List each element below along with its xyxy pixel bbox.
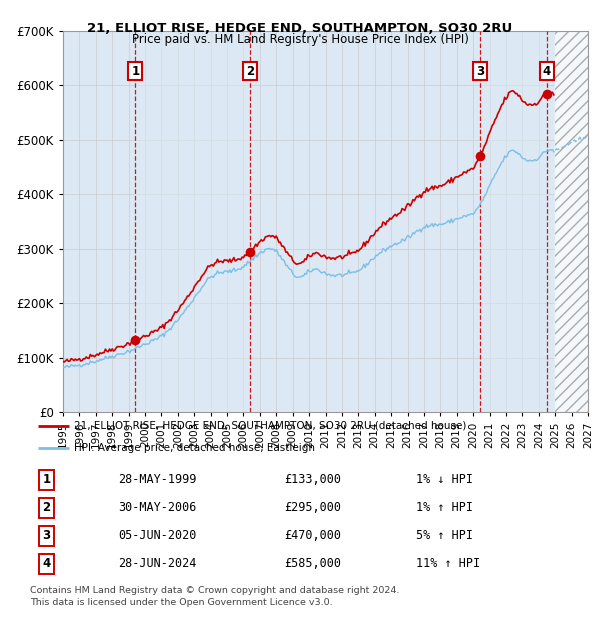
Text: 2: 2 [246, 64, 254, 78]
Text: 2: 2 [43, 502, 50, 515]
Text: This data is licensed under the Open Government Licence v3.0.: This data is licensed under the Open Gov… [30, 598, 332, 608]
Text: 1% ↑ HPI: 1% ↑ HPI [416, 502, 473, 515]
Text: 1: 1 [43, 474, 50, 487]
Text: HPI: Average price, detached house, Eastleigh: HPI: Average price, detached house, East… [74, 443, 315, 453]
Text: 11% ↑ HPI: 11% ↑ HPI [416, 557, 481, 570]
Text: 4: 4 [542, 64, 551, 78]
Text: 5% ↑ HPI: 5% ↑ HPI [416, 529, 473, 542]
Text: 28-MAY-1999: 28-MAY-1999 [118, 474, 197, 487]
Text: 1% ↓ HPI: 1% ↓ HPI [416, 474, 473, 487]
Text: 3: 3 [476, 64, 484, 78]
Bar [555, 31, 588, 412]
Text: £133,000: £133,000 [284, 474, 341, 487]
Text: 3: 3 [43, 529, 50, 542]
Text: 21, ELLIOT RISE, HEDGE END, SOUTHAMPTON, SO30 2RU (detached house): 21, ELLIOT RISE, HEDGE END, SOUTHAMPTON,… [74, 421, 467, 431]
Text: 05-JUN-2020: 05-JUN-2020 [118, 529, 197, 542]
Text: 21, ELLIOT RISE, HEDGE END, SOUTHAMPTON, SO30 2RU: 21, ELLIOT RISE, HEDGE END, SOUTHAMPTON,… [88, 22, 512, 35]
Text: 4: 4 [43, 557, 50, 570]
Text: 30-MAY-2006: 30-MAY-2006 [118, 502, 197, 515]
Text: £470,000: £470,000 [284, 529, 341, 542]
Text: £295,000: £295,000 [284, 502, 341, 515]
Text: Contains HM Land Registry data © Crown copyright and database right 2024.: Contains HM Land Registry data © Crown c… [30, 586, 400, 595]
Text: 1: 1 [131, 64, 139, 78]
Text: Price paid vs. HM Land Registry's House Price Index (HPI): Price paid vs. HM Land Registry's House … [131, 33, 469, 46]
Text: £585,000: £585,000 [284, 557, 341, 570]
Text: 28-JUN-2024: 28-JUN-2024 [118, 557, 197, 570]
